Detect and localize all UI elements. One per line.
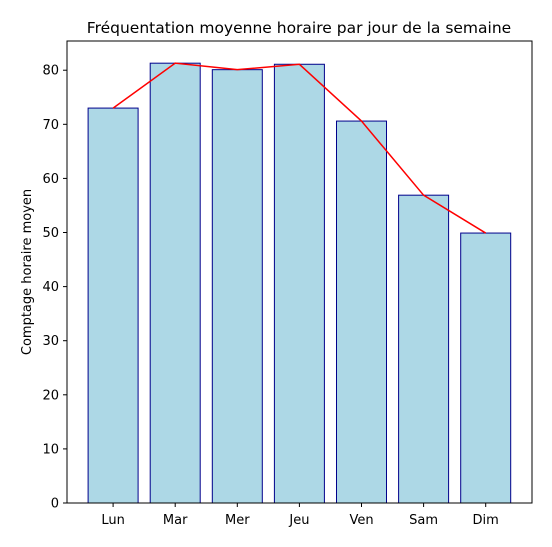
bar-mar xyxy=(149,62,201,504)
plot-frame xyxy=(66,40,533,504)
x-tick-label-sam: Sam xyxy=(409,513,438,528)
y-tick-label-80: 80 xyxy=(42,64,59,79)
bar-dim xyxy=(460,232,512,504)
x-tick-label-lun: Lun xyxy=(101,513,125,528)
plot-area: Lun Mar Mer Jeu Ven Sam Dim 0 10 20 30 40 50 60 70 80 xyxy=(42,62,512,528)
y-tick-label-70: 70 xyxy=(42,118,59,133)
y-tick-label-40: 40 xyxy=(42,280,59,295)
y-tick-label-10: 10 xyxy=(42,442,59,457)
x-tick-label-ven: Ven xyxy=(349,513,373,528)
x-tick-label-mar: Mar xyxy=(163,513,188,528)
y-tick-label-0: 0 xyxy=(51,497,59,512)
bar-lun xyxy=(87,107,139,504)
chart-title: Fréquentation moyenne horaire par jour d… xyxy=(87,19,511,37)
bar-mer xyxy=(211,69,263,504)
y-axis-label: Comptage horaire moyen xyxy=(20,189,35,355)
trend-line xyxy=(112,62,487,234)
x-tick-label-dim: Dim xyxy=(473,513,499,528)
y-tick-label-20: 20 xyxy=(42,388,59,403)
y-tick-label-50: 50 xyxy=(42,226,59,241)
x-tick-label-mer: Mer xyxy=(225,513,250,528)
y-tick-label-60: 60 xyxy=(42,172,59,187)
x-tick-label-jeu: Jeu xyxy=(288,513,309,528)
bar-ven xyxy=(336,120,387,504)
y-tick-label-30: 30 xyxy=(42,334,59,349)
bar-jeu xyxy=(273,63,325,504)
bar-sam xyxy=(398,194,450,504)
